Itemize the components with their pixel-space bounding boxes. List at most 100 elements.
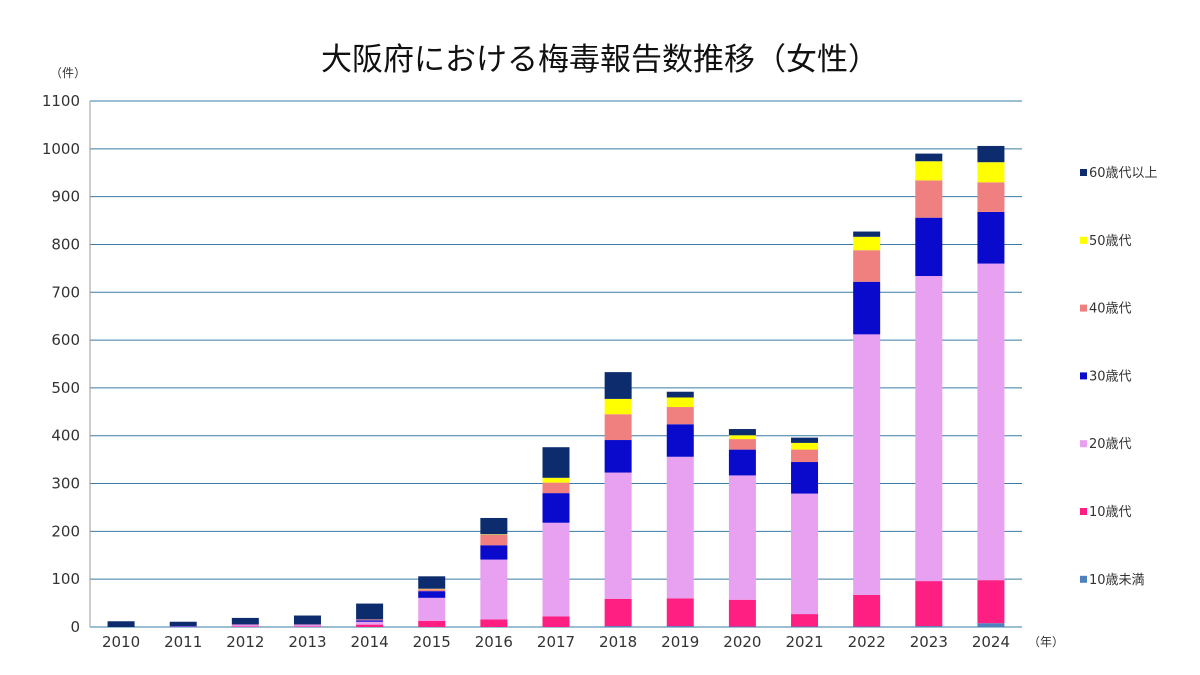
y-tick-label: 800 <box>51 235 80 253</box>
bar-segment-2022-s6 <box>853 231 881 237</box>
bar-segment-2017-s1 <box>542 616 570 627</box>
bar-segment-2015-s2 <box>418 597 446 621</box>
legend-swatch <box>1080 236 1087 244</box>
bar-segment-2014-s3 <box>356 620 384 622</box>
bar-segment-2011-s6 <box>169 621 197 627</box>
bar-segment-2020-s5 <box>728 435 756 440</box>
bar-segment-2024-s0 <box>977 623 1005 627</box>
legend-label: 10歳未満 <box>1089 573 1145 588</box>
bar-segment-2016-s3 <box>480 545 508 560</box>
bar-segment-2017-s6 <box>542 447 570 478</box>
bar-segment-2019-s3 <box>666 424 694 457</box>
legend-swatch <box>1080 440 1087 448</box>
bar-segment-2017-s2 <box>542 522 570 617</box>
bar-segment-2014-s1 <box>356 624 384 627</box>
bar-segment-2010-s6 <box>107 621 135 627</box>
bar-segment-2016-s2 <box>480 559 508 620</box>
x-tick-label: 2015 <box>413 633 451 651</box>
y-tick-label: 0 <box>70 618 80 636</box>
x-tick-label: 2024 <box>972 633 1010 651</box>
x-tick-label: 2012 <box>226 633 264 651</box>
bar-segment-2024-s1 <box>977 580 1005 624</box>
legend-swatch <box>1080 508 1087 515</box>
bar-segment-2022-s4 <box>853 250 881 282</box>
bar-segment-2014-s2 <box>356 621 384 625</box>
bar-segment-2021-s2 <box>791 493 819 615</box>
bar-segment-2021-s3 <box>791 462 819 494</box>
x-tick-label: 2017 <box>537 633 575 651</box>
bar-segment-2023-s1 <box>915 581 943 627</box>
bar-segment-2016-s4 <box>480 534 508 546</box>
legend-label: 10歳代 <box>1089 505 1132 520</box>
bar-segment-2022-s5 <box>853 236 881 251</box>
y-tick-label: 1000 <box>42 140 80 158</box>
bar-segment-2021-s4 <box>791 449 819 463</box>
bar-segment-2014-s6 <box>356 603 384 620</box>
bar-segment-2020-s2 <box>728 475 756 600</box>
bar-segment-2024-s3 <box>977 211 1005 264</box>
bar-segment-2020-s6 <box>728 429 756 436</box>
bar-segment-2013-s6 <box>293 615 321 625</box>
bar-segment-2019-s4 <box>666 407 694 425</box>
bar-segment-2012-s6 <box>231 617 259 625</box>
legend-label: 20歳代 <box>1089 437 1132 452</box>
bar-segment-2021-s6 <box>791 437 819 443</box>
bar-segment-2018-s2 <box>604 472 632 599</box>
bar-segment-2023-s6 <box>915 153 943 162</box>
bar-segment-2018-s0 <box>604 626 632 627</box>
y-tick-label: 900 <box>51 188 80 206</box>
x-tick-label: 2022 <box>848 633 886 651</box>
x-tick-label: 2014 <box>351 633 389 651</box>
bar-segment-2017-s5 <box>542 477 570 483</box>
bar-segment-2016-s6 <box>480 517 508 535</box>
legend-label: 50歳代 <box>1089 234 1132 249</box>
bar-segment-2019-s2 <box>666 456 694 599</box>
x-axis-ticks: 2010 2011 2012 2013 2014 2015 2016 2017 2018 2019… <box>102 633 1010 651</box>
x-axis-unit: （年） <box>1028 635 1064 649</box>
y-axis-unit: （件） <box>50 66 86 80</box>
bar-segment-2019-s1 <box>666 598 694 627</box>
x-tick-label: 2013 <box>288 633 326 651</box>
bar-segment-2015-s6 <box>418 576 446 589</box>
x-tick-label: 2018 <box>599 633 637 651</box>
bar-segment-2023-s5 <box>915 161 943 181</box>
legend-swatch <box>1080 372 1087 380</box>
legend-label: 60歳代以上 <box>1089 166 1158 181</box>
bar-segment-2021-s5 <box>791 442 819 450</box>
bar-segment-2022-s1 <box>853 594 881 627</box>
y-tick-label: 1100 <box>42 92 80 110</box>
legend-swatch <box>1080 575 1087 583</box>
y-tick-label: 600 <box>51 331 80 349</box>
y-tick-label: 500 <box>51 379 80 397</box>
legend: 60歳代以上 50歳代 40歳代 30歳代 20歳代 10歳代 10歳未満 <box>1080 166 1158 588</box>
y-tick-label: 200 <box>51 522 80 540</box>
bar-segment-2020-s3 <box>728 449 756 476</box>
bar-segment-2012-s2 <box>231 625 259 627</box>
bar-segment-2018-s1 <box>604 598 632 627</box>
bar-segment-2019-s5 <box>666 397 694 408</box>
x-tick-label: 2019 <box>661 633 699 651</box>
bar-segment-2023-s0 <box>915 626 943 627</box>
bar-segment-2015-s3 <box>418 591 446 598</box>
y-tick-label: 100 <box>51 570 80 588</box>
chart-title: 大阪府における梅毒報告数推移（女性） <box>321 42 879 78</box>
bar-segment-2020-s4 <box>728 439 756 450</box>
bar-segment-2019-s6 <box>666 391 694 398</box>
bar-segment-2023-s3 <box>915 217 943 277</box>
bar-segment-2024-s2 <box>977 263 1005 581</box>
x-tick-label: 2021 <box>785 633 823 651</box>
x-tick-label: 2023 <box>910 633 948 651</box>
bar-segment-2015-s4 <box>418 589 446 592</box>
y-tick-label: 300 <box>51 475 80 493</box>
bar-segment-2013-s2 <box>293 625 321 627</box>
legend-swatch <box>1080 304 1087 312</box>
bar-segment-2017-s3 <box>542 493 570 523</box>
legend-label: 40歳代 <box>1089 302 1132 317</box>
bar-segment-2016-s1 <box>480 619 508 627</box>
y-tick-label: 700 <box>51 283 80 301</box>
bar-segment-2018-s4 <box>604 414 632 441</box>
legend-label: 30歳代 <box>1089 369 1132 384</box>
bar-segment-2018-s3 <box>604 440 632 473</box>
legend-swatch <box>1080 169 1087 176</box>
